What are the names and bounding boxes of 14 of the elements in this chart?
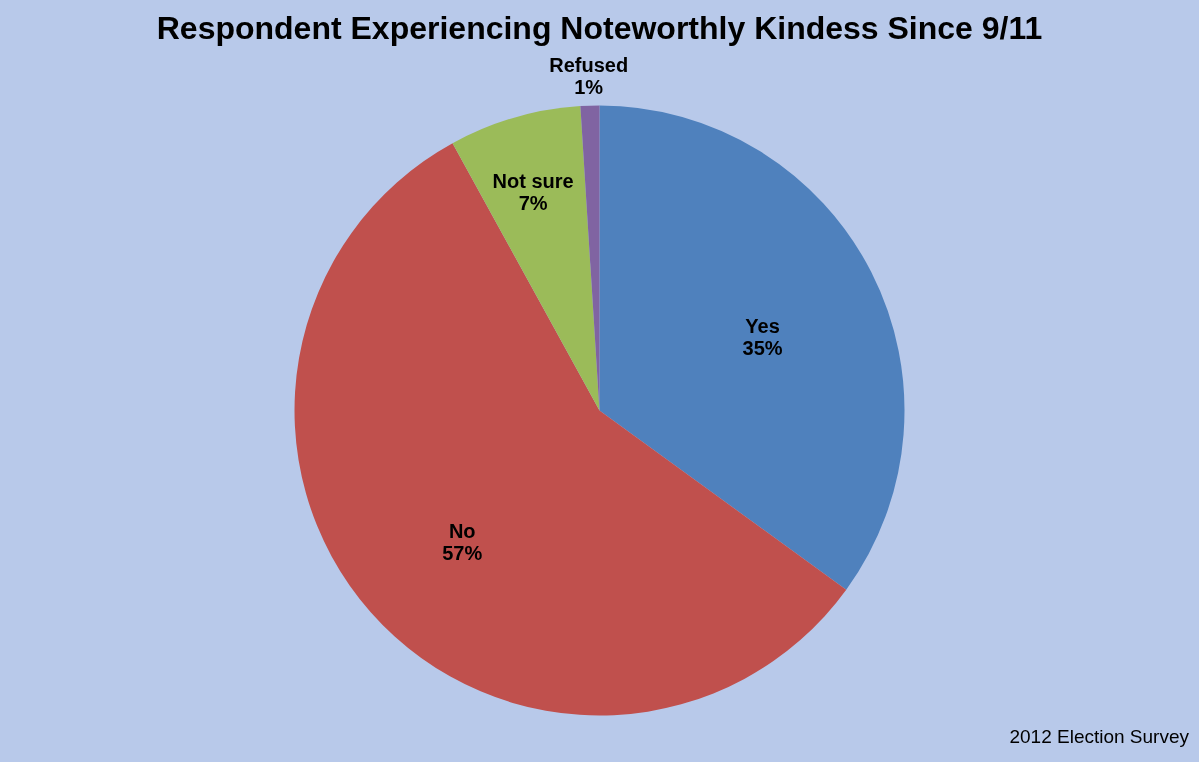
pie-slice (294, 143, 847, 716)
data-label: 35% (742, 337, 783, 360)
data-label: 57% (442, 541, 483, 564)
slice-label: Refused (549, 53, 629, 76)
pie-slice (599, 105, 905, 590)
pie-slice (452, 106, 600, 411)
slice-label: Not sure (492, 170, 574, 193)
chart-title: Respondent Experiencing Noteworthly Kindess Since 9/11 (156, 9, 1043, 46)
slice-label: No (448, 519, 476, 542)
pie-slice (580, 105, 600, 411)
data-label: 1% (574, 75, 604, 98)
text: 2012 Election Survey (1009, 726, 1190, 747)
slice-label: Yes (745, 315, 780, 338)
data-label: 7% (518, 192, 548, 215)
